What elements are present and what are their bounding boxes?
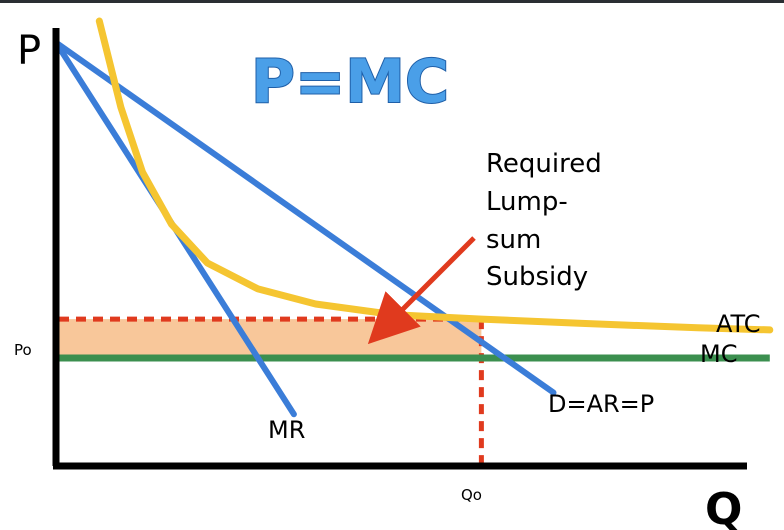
mr-label: MR (268, 416, 305, 444)
annotation-line-1: Required (486, 149, 602, 179)
atc-label: ATC (716, 310, 761, 338)
subsidy-area (59, 319, 482, 358)
top-border (0, 0, 784, 3)
y-tick-label: Po (14, 341, 32, 359)
atc-curve (95, 17, 774, 334)
x-axis-label: Q (705, 484, 742, 530)
demand-label: D=AR=P (548, 390, 654, 418)
chart-title: P=MC (251, 47, 449, 117)
subsidy-arrow (367, 236, 476, 345)
annotation-line-4: Subsidy (486, 262, 588, 292)
annotation-line-3: sum (486, 225, 541, 255)
x-tick-label: Qo (461, 486, 482, 504)
y-axis-label: P (17, 28, 41, 74)
demand-line (53, 39, 557, 396)
mc-label: MC (700, 340, 737, 368)
annotation-line-2: Lump- (486, 187, 568, 217)
